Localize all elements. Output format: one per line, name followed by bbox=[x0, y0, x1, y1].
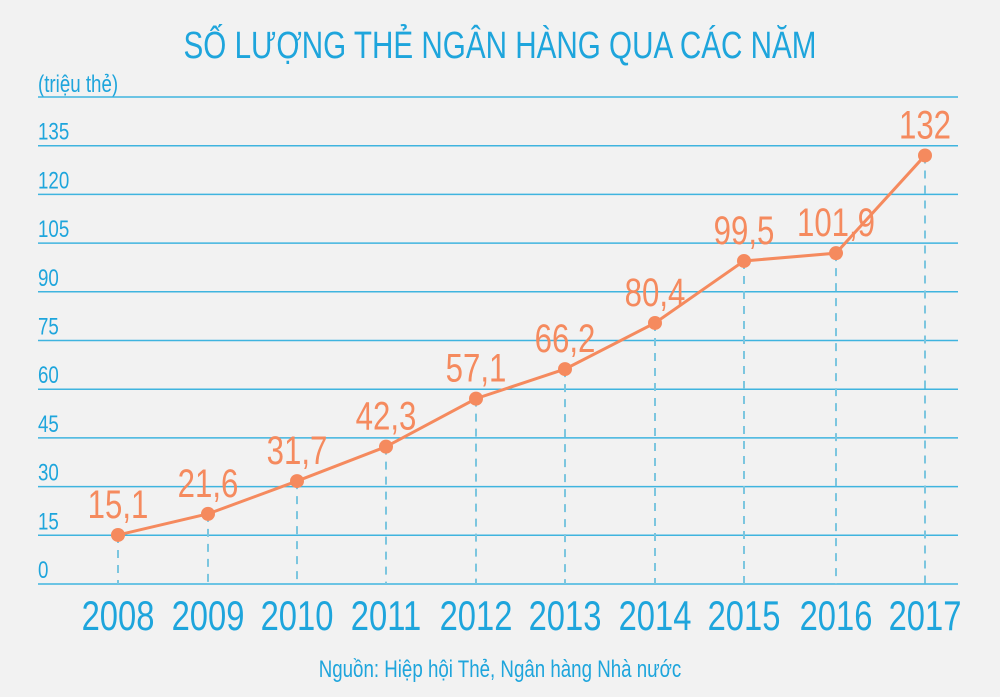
x-tick-label: 2009 bbox=[172, 592, 245, 639]
data-label: 15,1 bbox=[88, 482, 149, 527]
data-point bbox=[918, 148, 932, 163]
x-tick-label: 2016 bbox=[800, 592, 873, 639]
y-tick-label: 0 bbox=[38, 557, 48, 584]
x-tick-label: 2011 bbox=[351, 592, 421, 639]
data-label: 21,6 bbox=[178, 461, 239, 506]
data-point bbox=[379, 439, 393, 454]
y-tick-label: 75 bbox=[38, 313, 59, 340]
y-tick-label: 60 bbox=[38, 362, 59, 389]
data-label: 42,3 bbox=[356, 394, 417, 439]
data-label: 132 bbox=[899, 103, 951, 148]
x-tick-label: 2015 bbox=[708, 592, 781, 639]
data-label: 31,7 bbox=[267, 428, 328, 473]
y-tick-label: 30 bbox=[38, 459, 59, 486]
x-tick-label: 2017 bbox=[889, 592, 962, 639]
data-point bbox=[290, 474, 304, 489]
drop-lines bbox=[117, 155, 926, 584]
data-points bbox=[111, 148, 932, 542]
y-axis-unit-label: (triệu thẻ) bbox=[38, 71, 118, 98]
data-label: 80,4 bbox=[625, 270, 686, 315]
x-tick-label: 2008 bbox=[82, 592, 155, 639]
y-tick-labels: 0 15 30 45 60 75 90 105 120 135 bbox=[38, 119, 69, 584]
data-label: 101,9 bbox=[797, 200, 875, 245]
y-tick-label: 15 bbox=[38, 508, 59, 535]
data-labels: 15,1 21,6 31,7 42,3 57,1 66,2 80,4 99,5 101,9 132 bbox=[88, 103, 951, 527]
x-tick-labels: 2008 2009 2010 2011 2012 2013 2014 2015 2016 2017 bbox=[82, 592, 962, 639]
x-tick-label: 2013 bbox=[529, 592, 602, 639]
series-line bbox=[117, 154, 927, 537]
data-point bbox=[111, 527, 125, 542]
x-tick-label: 2010 bbox=[261, 592, 334, 639]
data-label: 66,2 bbox=[535, 316, 596, 361]
y-tick-label: 105 bbox=[38, 216, 69, 243]
data-point bbox=[829, 246, 843, 261]
data-point bbox=[201, 506, 215, 521]
x-tick-label: 2012 bbox=[440, 592, 513, 639]
data-point bbox=[558, 362, 572, 377]
data-point bbox=[469, 391, 483, 406]
y-tick-label: 135 bbox=[38, 119, 69, 146]
source-note: Nguồn: Hiệp hội Thẻ, Ngân hàng Nhà nước bbox=[319, 656, 682, 683]
data-label: 99,5 bbox=[714, 208, 775, 253]
y-tick-label: 120 bbox=[38, 167, 69, 194]
gridlines bbox=[38, 96, 958, 585]
chart-title: SỐ LƯỢNG THẺ NGÂN HÀNG QUA CÁC NĂM bbox=[184, 23, 817, 66]
y-tick-label: 90 bbox=[38, 265, 59, 292]
x-tick-label: 2014 bbox=[619, 592, 692, 639]
data-label: 57,1 bbox=[446, 346, 507, 391]
data-point bbox=[737, 253, 751, 268]
y-tick-label: 45 bbox=[38, 411, 59, 438]
data-point bbox=[648, 315, 662, 330]
